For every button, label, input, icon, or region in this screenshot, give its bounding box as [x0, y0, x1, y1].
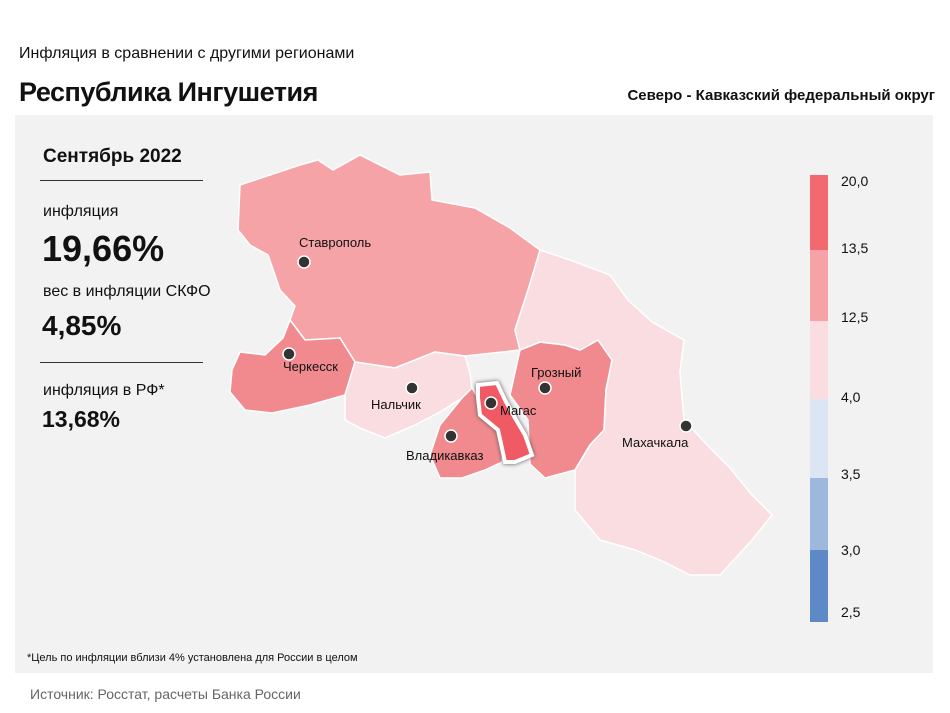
region-dagestan[interactable]	[514, 249, 774, 576]
city-magas[interactable]: Магас	[484, 396, 537, 418]
city-label-vladikavkaz: Владикавказ	[406, 448, 484, 463]
source-note: Источник: Росстат, расчеты Банка России	[30, 686, 301, 702]
rf-inflation-value: 13,68%	[42, 406, 121, 432]
city-stavropol[interactable]: Ставрополь	[297, 235, 371, 269]
legend-tick: 4,0	[841, 389, 861, 405]
city-label-makhachkala: Махачкала	[622, 435, 689, 450]
divider	[40, 362, 203, 363]
legend-swatch-5	[810, 478, 828, 550]
page-title: Республика Ингушетия	[19, 77, 318, 107]
legend-tick: 12,5	[841, 309, 869, 325]
city-nalchik[interactable]: Нальчик	[371, 381, 421, 412]
legend-tick: 13,5	[841, 240, 869, 256]
legend-swatch-4	[810, 399, 828, 478]
city-marker	[405, 381, 419, 395]
inflation-label: инфляция	[43, 203, 119, 220]
region-karachay-cherkessia[interactable]	[229, 318, 356, 414]
city-label-magas: Магас	[500, 403, 537, 418]
city-label-stavropol: Ставрополь	[299, 235, 371, 250]
legend-swatch-6	[810, 550, 828, 622]
city-marker	[282, 347, 296, 361]
legend-tick: 3,5	[841, 466, 861, 482]
legend-swatch-3	[810, 321, 828, 399]
city-grozny[interactable]: Грозный	[531, 365, 581, 395]
rf-inflation-label: инфляция в РФ*	[43, 382, 165, 399]
city-makhachkala[interactable]: Махачкала	[622, 419, 693, 450]
city-label-cherkessk: Черкесск	[283, 359, 338, 374]
city-marker	[484, 396, 498, 410]
divider	[40, 180, 203, 181]
city-vladikavkaz[interactable]: Владикавказ	[406, 429, 484, 463]
city-marker	[444, 429, 458, 443]
legend-swatch-2	[810, 250, 828, 321]
legend-swatch-1	[810, 175, 828, 250]
inflation-value: 19,66%	[42, 228, 165, 269]
weight-label: вес в инфляции СКФО	[43, 283, 211, 300]
legend-tick: 20,0	[841, 173, 869, 189]
city-marker	[297, 255, 311, 269]
city-cherkessk[interactable]: Черкесск	[282, 347, 338, 374]
subtitle: Инфляция в сравнении с другими регионами	[19, 45, 355, 62]
city-marker	[679, 419, 693, 433]
legend-tick: 3,0	[841, 542, 861, 558]
footnote: *Цель по инфляции вблизи 4% установлена …	[27, 652, 358, 664]
weight-value: 4,85%	[42, 310, 122, 341]
region-kabardino-balkaria[interactable]	[344, 351, 473, 439]
city-label-nalchik: Нальчик	[371, 397, 421, 412]
period-label: Сентябрь 2022	[43, 146, 182, 167]
district-label: Северо - Кавказский федеральный округ	[627, 87, 935, 104]
city-marker	[538, 381, 552, 395]
city-label-grozny: Грозный	[531, 365, 581, 380]
legend-tick: 2,5	[841, 604, 861, 620]
